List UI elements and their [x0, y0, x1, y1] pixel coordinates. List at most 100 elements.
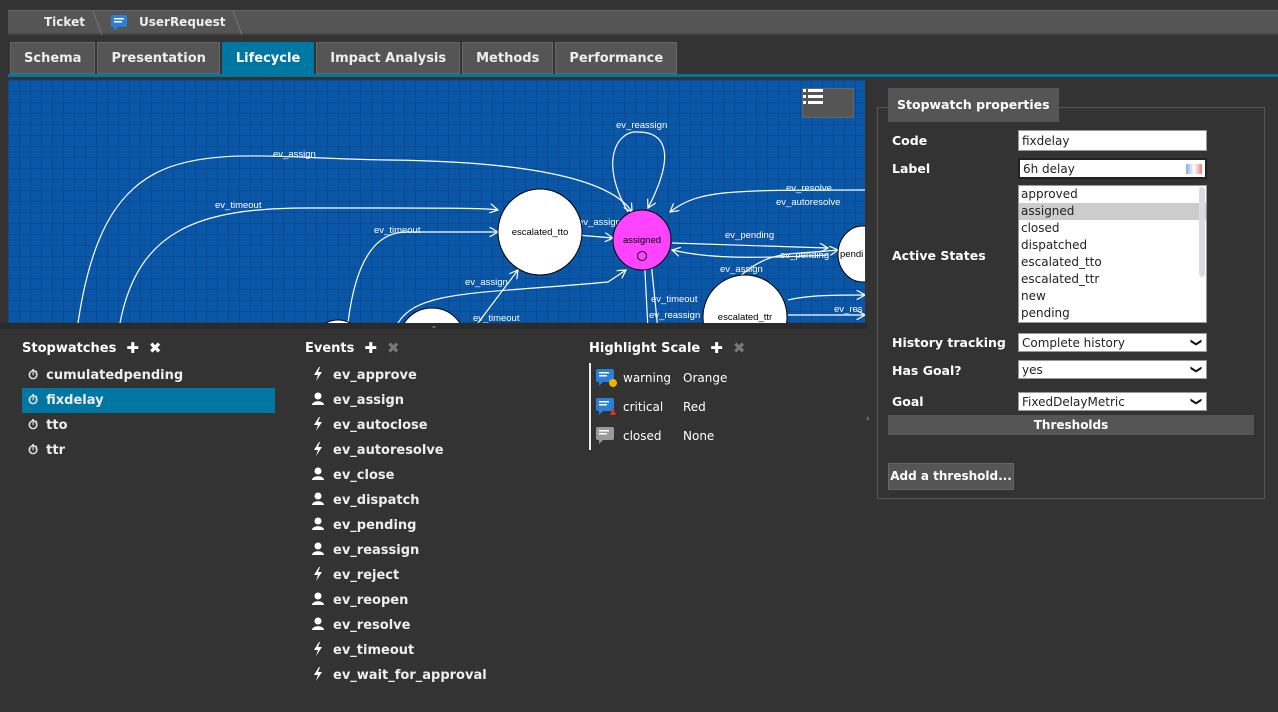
tab-methods[interactable]: Methods	[462, 42, 554, 74]
event-item[interactable]: ev_autoresolve	[305, 438, 555, 463]
edge-label: ev_timeout	[473, 313, 520, 323]
stopwatch-properties-panel	[877, 107, 1265, 499]
events-title: Events	[305, 340, 355, 356]
panel-splitter[interactable]: ⌄	[0, 322, 868, 330]
tab-impact-analysis[interactable]: Impact Analysis	[316, 42, 461, 74]
stopwatch-item[interactable]: ⏱ fixdelay	[22, 388, 275, 413]
states-scrollbar[interactable]	[1199, 187, 1205, 277]
edge-label: ev_assign	[465, 277, 508, 288]
highlight-color: None	[683, 428, 715, 443]
event-label: ev_autoclose	[333, 418, 428, 433]
event-item[interactable]: ev_reopen	[305, 588, 555, 613]
state-escalated-ttr[interactable]: escalated_ttr	[702, 274, 788, 323]
edge-label: ev_resolve	[786, 183, 832, 194]
event-label: ev_reopen	[333, 593, 409, 608]
expand-chevron-icon[interactable]: ›	[866, 414, 870, 424]
state-option[interactable]: assigned	[1019, 203, 1206, 220]
state-option[interactable]: escalated_ttr	[1021, 272, 1100, 286]
history-value: Complete history	[1022, 335, 1125, 350]
warning-request-icon	[596, 368, 617, 387]
highlight-item[interactable]: critical Red	[595, 392, 727, 421]
highlight-scale-header: Highlight Scale ✚ ✖	[589, 339, 745, 357]
has-goal-label: Has Goal?	[892, 363, 962, 378]
tab-presentation[interactable]: Presentation	[97, 42, 220, 74]
list-icon	[803, 89, 823, 104]
add-event-icon[interactable]: ✚	[364, 339, 377, 357]
state-assigned[interactable]: assigned	[612, 209, 672, 271]
event-item[interactable]: ev_assign	[305, 388, 555, 413]
label-value: 6h delay	[1023, 161, 1075, 176]
event-item[interactable]: ev_close	[305, 463, 555, 488]
state-node[interactable]	[318, 319, 358, 323]
stopwatch-item[interactable]: ⏱ tto	[22, 413, 275, 438]
tab-lifecycle[interactable]: Lifecycle	[221, 42, 315, 74]
label-input[interactable]: 6h delay	[1018, 158, 1207, 179]
edge-label: ev_assign	[273, 149, 316, 160]
delete-highlight-icon: ✖	[732, 339, 746, 357]
add-highlight-icon[interactable]: ✚	[710, 339, 723, 357]
tab-schema[interactable]: Schema	[10, 42, 96, 74]
edge-label: ev_pending	[780, 250, 829, 261]
stopwatch-label: fixdelay	[46, 393, 104, 408]
breadcrumb-ticket[interactable]: Ticket	[44, 15, 85, 29]
event-item[interactable]: ev_approve	[305, 363, 555, 388]
event-item[interactable]: ev_autoclose	[305, 413, 555, 438]
stopwatch-label: ttr	[46, 443, 65, 458]
event-label: ev_reassign	[333, 543, 420, 558]
event-item[interactable]: ev_reassign	[305, 538, 555, 563]
edge-label: ev_timeout	[374, 225, 421, 236]
bolt-icon	[311, 666, 325, 685]
chevron-down-icon: ❯	[1189, 364, 1203, 375]
stopwatch-list: ⏱ cumulatedpending ⏱ fixdelay ⏱ tto ⏱ ttr	[22, 363, 275, 463]
stopwatch-item[interactable]: ⏱ cumulatedpending	[22, 363, 275, 388]
state-option[interactable]: closed	[1021, 221, 1060, 235]
code-value: fixdelay	[1022, 133, 1070, 148]
edge-label: ev_assign	[578, 217, 621, 228]
language-flag-icon[interactable]	[1186, 163, 1202, 174]
request-icon	[110, 14, 128, 35]
event-item[interactable]: ev_resolve	[305, 613, 555, 638]
state-escalated-tto[interactable]: escalated_tto	[497, 188, 583, 276]
goal-label: Goal	[892, 394, 924, 409]
tab-performance[interactable]: Performance	[555, 42, 678, 74]
highlight-code: warning	[623, 370, 672, 385]
event-item[interactable]: ev_timeout	[305, 638, 555, 663]
active-states-list[interactable]: approved assigned closed dispatched esca…	[1018, 185, 1207, 323]
user-icon	[311, 467, 325, 484]
event-label: ev_close	[333, 468, 395, 483]
state-option[interactable]: new	[1021, 289, 1046, 303]
highlight-item[interactable]: closed None	[595, 421, 727, 450]
state-option[interactable]: pending	[1021, 306, 1070, 320]
event-item[interactable]: ev_reject	[305, 563, 555, 588]
stopwatches-header: Stopwatches ✚ ✖	[22, 339, 161, 357]
event-label: ev_approve	[333, 368, 417, 383]
goal-select[interactable]: FixedDelayMetric ❯	[1018, 392, 1207, 411]
code-input[interactable]: fixdelay	[1018, 130, 1207, 151]
state-pending[interactable]: pendi	[837, 225, 865, 283]
highlight-scale-title: Highlight Scale	[589, 340, 701, 356]
state-option[interactable]: escalated_tto	[1021, 255, 1102, 269]
event-item[interactable]: ev_wait_for_approval	[305, 663, 555, 688]
breadcrumb-userrequest[interactable]: UserRequest	[139, 15, 226, 29]
history-tracking-select[interactable]: Complete history ❯	[1018, 333, 1207, 352]
graph-list-button[interactable]	[802, 88, 854, 118]
event-item[interactable]: ev_dispatch	[305, 488, 555, 513]
delete-stopwatch-icon[interactable]: ✖	[148, 339, 162, 357]
history-tracking-label: History tracking	[892, 335, 1006, 350]
code-label: Code	[892, 133, 928, 148]
state-option[interactable]: approved	[1021, 187, 1078, 201]
has-goal-select[interactable]: yes ❯	[1018, 360, 1207, 379]
critical-request-icon	[596, 397, 616, 415]
add-stopwatch-icon[interactable]: ✚	[126, 339, 139, 357]
lifecycle-graph[interactable]: ev_reassign ev_assign ev_timeout ev_time…	[8, 80, 865, 323]
highlight-item[interactable]: warning Orange	[595, 363, 727, 392]
state-node[interactable]	[400, 307, 464, 323]
event-item[interactable]: ev_pending	[305, 513, 555, 538]
state-option[interactable]: dispatched	[1021, 238, 1088, 252]
tab-bar: Schema Presentation Lifecycle Impact Ana…	[10, 42, 678, 74]
stopwatch-item[interactable]: ⏱ ttr	[22, 438, 275, 463]
events-header: Events ✚ ✖	[305, 339, 400, 357]
add-threshold-button[interactable]: Add a threshold...	[888, 463, 1014, 490]
goal-value: FixedDelayMetric	[1022, 394, 1125, 409]
state-label: escalated_tto	[512, 227, 569, 238]
